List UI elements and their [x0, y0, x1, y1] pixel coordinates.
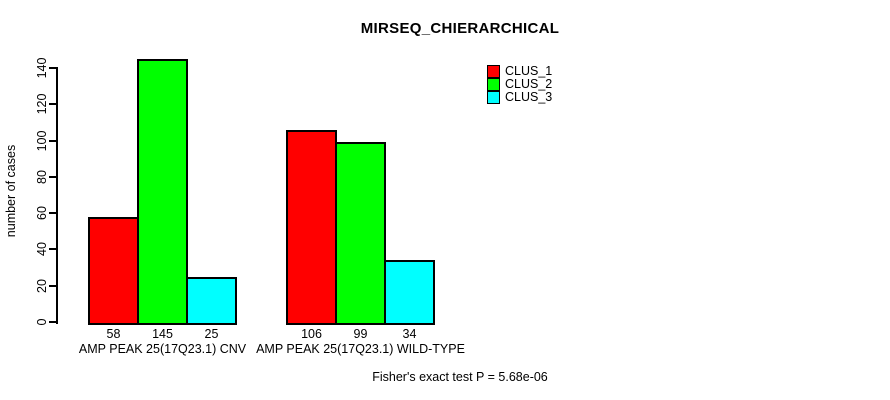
chart-title: MIRSEQ_CHIERARCHICAL [360, 20, 560, 37]
y-tick-label: 100 [35, 130, 49, 151]
y-tick [49, 212, 56, 215]
y-axis-label: number of cases [4, 144, 18, 238]
bar-clus_2-group1 [137, 58, 188, 325]
bar-clus_1-group2 [286, 129, 337, 325]
y-axis-line [56, 67, 58, 324]
y-tick-label: 120 [35, 93, 49, 115]
legend-swatch-clus_1 [487, 65, 500, 78]
bar-clus_3-group1 [186, 276, 237, 325]
y-tick-label: 140 [35, 57, 49, 79]
y-tick [49, 175, 56, 178]
legend-swatch-clus_2 [487, 78, 500, 91]
bar-clus_3-group2 [384, 260, 435, 325]
y-tick-label: 0 [35, 318, 49, 326]
y-tick-label: 60 [35, 206, 49, 221]
y-tick [49, 67, 56, 69]
bar-value-label: 106 [301, 327, 322, 341]
category-label: AMP PEAK 25(17Q23.1) WILD-TYPE [256, 342, 465, 356]
legend-label: CLUS_1 [505, 64, 553, 78]
stat-annotation: Fisher's exact test P = 5.68e-06 [372, 370, 548, 384]
legend-label: CLUS_2 [505, 77, 553, 91]
y-tick [49, 103, 56, 106]
bar-clus_1-group1 [88, 216, 139, 325]
y-tick-label: 20 [35, 278, 49, 293]
y-tick [49, 248, 56, 251]
bar-value-label: 34 [402, 327, 417, 341]
legend-item: CLUS_3 [487, 91, 552, 104]
y-tick [49, 139, 56, 142]
legend-swatch-clus_3 [487, 91, 500, 104]
y-tick-label: 40 [35, 242, 49, 257]
category-label: AMP PEAK 25(17Q23.1) CNV [78, 342, 247, 356]
bar-value-label: 58 [106, 327, 121, 341]
bar-value-label: 25 [204, 327, 219, 341]
y-tick-label: 80 [35, 169, 49, 184]
legend: CLUS_1 CLUS_2 CLUS_3 [487, 65, 552, 104]
y-tick [49, 284, 56, 287]
bar-clus_2-group2 [335, 142, 386, 325]
legend-item: CLUS_1 [487, 65, 552, 78]
legend-label: CLUS_3 [505, 90, 553, 104]
y-tick [49, 321, 56, 323]
bar-value-label: 99 [353, 327, 368, 341]
bar-value-label: 145 [152, 327, 173, 341]
legend-item: CLUS_2 [487, 78, 552, 91]
